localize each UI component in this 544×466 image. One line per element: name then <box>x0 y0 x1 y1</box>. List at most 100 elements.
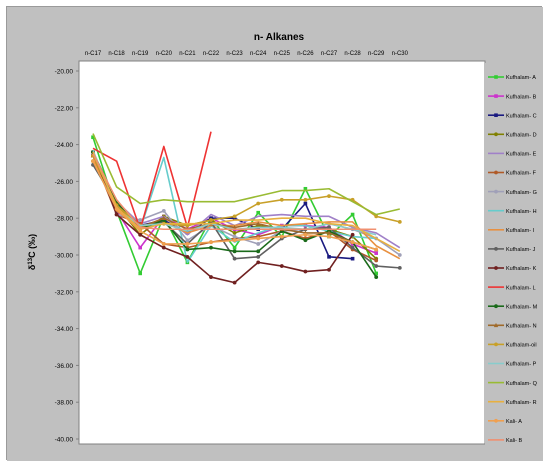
legend-label: Kufhalam- C <box>506 113 537 119</box>
y-tick-label: -24.00 <box>55 142 74 149</box>
data-point <box>327 267 331 272</box>
legend-marker <box>494 342 498 347</box>
data-point <box>138 218 143 222</box>
legend-item: Kufhalam- G <box>488 189 537 196</box>
series-12 <box>92 131 212 231</box>
legend-label: Kufhalam- D <box>506 133 537 139</box>
legend-item: Kufhalam- K <box>488 266 537 272</box>
data-point <box>114 207 119 211</box>
legend-item: Kufhalam- B <box>488 94 537 100</box>
data-point <box>232 225 237 230</box>
y-axis-label-delta: δ <box>27 264 37 270</box>
data-point <box>374 214 379 219</box>
y-tick-label: -22.00 <box>55 105 74 112</box>
data-point <box>279 197 284 202</box>
series-line <box>92 131 212 231</box>
data-point <box>209 218 213 222</box>
data-point <box>185 254 190 259</box>
chart-title: n- Alkanes <box>254 32 305 43</box>
y-axis-label-main: C (‰) <box>27 234 37 258</box>
data-point <box>303 186 308 191</box>
series-line <box>92 133 400 216</box>
data-point <box>185 223 190 228</box>
data-point <box>138 245 142 250</box>
data-point <box>185 238 190 243</box>
legend-label: Kufhalam-oil <box>506 343 537 349</box>
legend-item: Kufhalam- C <box>488 113 537 119</box>
data-point <box>374 271 378 276</box>
data-point <box>138 229 143 233</box>
data-point <box>374 275 379 279</box>
data-point <box>161 242 166 246</box>
data-point <box>232 238 237 243</box>
data-point <box>397 219 402 224</box>
legend-item: Kufhalam- F <box>488 170 537 177</box>
data-point <box>327 255 331 259</box>
legend-marker <box>494 113 498 117</box>
legend-item: Kali- B <box>488 438 523 444</box>
legend-item: Kufhalam- H <box>488 209 537 215</box>
legend-label: Kufhalam- L <box>506 285 536 291</box>
legend-label: Kufhalam- F <box>506 171 537 177</box>
data-point <box>161 208 166 213</box>
data-point <box>209 240 213 245</box>
legend-item: Kali- A <box>488 418 522 425</box>
legend-marker <box>494 94 498 98</box>
data-point <box>232 231 237 235</box>
legend-marker <box>494 75 498 79</box>
x-tick-label: n-C28 <box>344 51 361 57</box>
data-point <box>374 264 379 268</box>
data-point <box>350 240 355 245</box>
y-axis-label: δ13C (‰) <box>27 234 37 270</box>
data-point <box>232 234 237 239</box>
y-tick-label: -38.00 <box>55 400 74 407</box>
legend-label: Kufhalam- A <box>506 75 536 81</box>
y-axis-label-sup: 13 <box>28 257 34 264</box>
legend-item: Kufhalam-oil <box>488 342 537 349</box>
legend-label: Kufhalam- Q <box>506 381 538 387</box>
legend-label: Kufhalam- N <box>506 324 537 330</box>
data-point <box>303 269 308 274</box>
data-point <box>303 201 308 206</box>
legend-item: Kufhalam- L <box>488 285 536 291</box>
legend-label: Kufhalam- J <box>506 247 536 253</box>
data-point <box>256 201 261 206</box>
y-tick-label: -34.00 <box>55 326 74 333</box>
series-lines <box>90 131 402 285</box>
data-point <box>350 232 355 237</box>
data-point <box>91 135 95 140</box>
x-tick-label: n-C18 <box>108 51 125 57</box>
data-point <box>303 238 308 243</box>
data-point <box>303 197 308 202</box>
legend: Kufhalam- A Kufhalam- B Kufhalam- C Kufhala… <box>488 75 538 444</box>
data-point <box>161 215 166 220</box>
data-point <box>209 275 213 279</box>
legend-marker <box>494 247 498 251</box>
x-tick-label: n-C21 <box>179 51 196 57</box>
data-point <box>350 245 355 250</box>
data-point <box>209 245 213 250</box>
legend-label: Kufhalam- E <box>506 152 537 158</box>
data-point <box>91 159 95 164</box>
data-point <box>303 232 308 237</box>
legend-label: Kufhalam- I <box>506 228 535 234</box>
legend-marker <box>494 132 498 137</box>
legend-label: Kali- A <box>506 419 522 425</box>
data-point <box>350 256 355 261</box>
legend-label: Kufhalam- K <box>506 266 537 272</box>
x-tick-label: n-C17 <box>85 51 102 57</box>
x-tick-label: n-C30 <box>392 51 409 57</box>
y-tick-label: -36.00 <box>55 363 74 370</box>
legend-marker <box>494 170 498 175</box>
x-tick-label: n-C20 <box>156 51 173 57</box>
data-point <box>232 280 237 285</box>
y-tick-label: -26.00 <box>55 179 74 186</box>
chart-frame: n- Alkanes δ13C (‰) -20.00 -22.00 -24.00 -2… <box>6 6 543 461</box>
y-tick-label: -32.00 <box>55 289 74 296</box>
data-point <box>185 247 190 252</box>
legend-item: Kufhalam- P <box>488 362 537 368</box>
data-point <box>374 247 379 252</box>
legend-label: Kufhalam- H <box>506 209 537 215</box>
legend-item: Kufhalam- I <box>488 228 535 234</box>
data-point <box>327 234 331 239</box>
